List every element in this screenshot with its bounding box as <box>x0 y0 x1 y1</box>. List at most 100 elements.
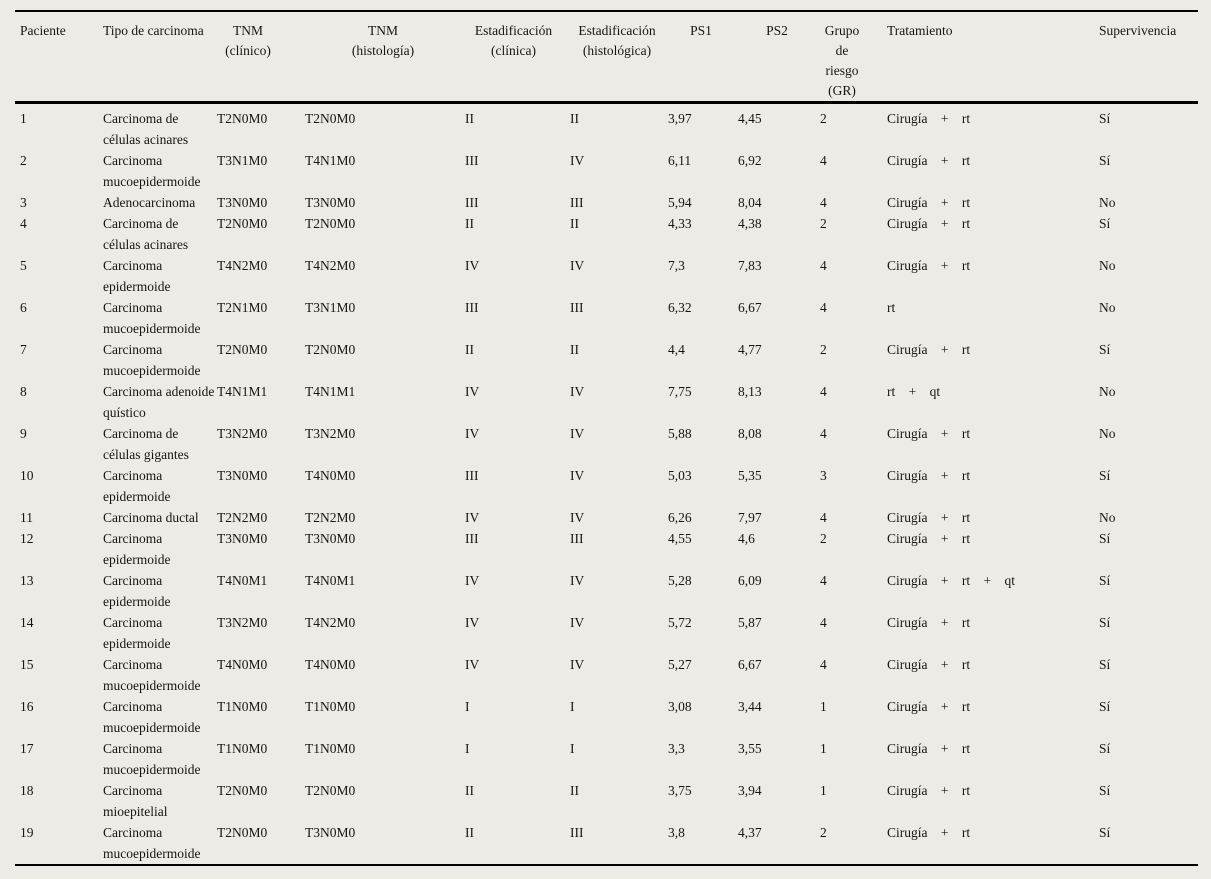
cell-estadif-clinica: IV <box>465 426 480 441</box>
cell-supervivencia: Sí <box>1099 216 1111 231</box>
col-header-ps2-label: PS2 <box>766 23 788 38</box>
cell-paciente: 14 <box>20 615 34 630</box>
col-header-grupo-riesgo-label: Grupo de riesgo (GR) <box>824 23 860 98</box>
cell-ps1: 3,97 <box>668 111 692 126</box>
cell-tratamiento: Cirugía + rt <box>887 216 971 231</box>
cell-paciente: 7 <box>20 342 27 357</box>
cell-paciente: 17 <box>20 741 34 756</box>
cell-ps2: 4,77 <box>738 342 762 357</box>
cell-estadif-histologica: III <box>570 825 584 840</box>
cell-tipo-carcinoma: Carcinoma epidermoide <box>103 531 171 567</box>
cell-tnm-clinico: T4N0M1 <box>217 573 268 588</box>
cell-ps2: 8,08 <box>738 426 762 441</box>
col-header-estadif-clinica-label: Estadificación (clínica) <box>474 23 553 58</box>
cell-grupo-riesgo: 4 <box>820 384 827 399</box>
cell-grupo-riesgo: 2 <box>820 216 827 231</box>
cell-supervivencia: Sí <box>1099 111 1111 126</box>
cell-estadif-clinica: III <box>465 195 479 210</box>
cell-grupo-riesgo: 1 <box>820 699 827 714</box>
cell-paciente: 10 <box>20 468 34 483</box>
cell-ps1: 5,27 <box>668 657 692 672</box>
cell-supervivencia: Sí <box>1099 657 1111 672</box>
cell-tnm-histologia: T4N1M0 <box>305 153 356 168</box>
cell-grupo-riesgo: 4 <box>820 510 827 525</box>
cell-ps2: 5,87 <box>738 615 762 630</box>
cell-ps1: 3,8 <box>668 825 685 840</box>
cell-tipo-carcinoma: Carcinoma de células gigantes <box>103 426 189 462</box>
cell-estadif-histologica: IV <box>570 384 585 399</box>
cell-paciente: 16 <box>20 699 34 714</box>
cell-tipo-carcinoma: Carcinoma mucoepidermoide <box>103 300 201 336</box>
cell-tnm-histologia: T2N0M0 <box>305 111 356 126</box>
cell-ps1: 3,75 <box>668 783 692 798</box>
cell-tnm-clinico: T2N1M0 <box>217 300 268 315</box>
col-header-estadif-histologica-label: Estadificación (histológica) <box>578 23 656 58</box>
patient-row: 19 Carcinoma mucoepidermoide T2N0M0 T3N0… <box>15 822 1198 865</box>
cell-estadif-clinica: IV <box>465 510 480 525</box>
col-header-supervivencia-label: Supervivencia <box>1099 23 1177 38</box>
cell-paciente: 5 <box>20 258 27 273</box>
cell-tipo-carcinoma: Carcinoma de células acinares <box>103 111 189 147</box>
cell-estadif-histologica: II <box>570 111 579 126</box>
cell-ps1: 4,4 <box>668 342 685 357</box>
cell-tnm-clinico: T2N2M0 <box>217 510 268 525</box>
cell-estadif-histologica: II <box>570 216 579 231</box>
cell-grupo-riesgo: 4 <box>820 657 827 672</box>
col-header-tratamiento-label: Tratamiento <box>887 23 953 38</box>
cell-ps1: 4,33 <box>668 216 692 231</box>
cell-tnm-clinico: T3N0M0 <box>217 531 268 546</box>
patient-row: 4 Carcinoma de células acinares T2N0M0 T… <box>15 213 1198 255</box>
col-header-tnm-clinico: TNM (clínico) <box>215 11 303 104</box>
cell-tipo-carcinoma: Carcinoma adenoide quístico <box>103 384 215 420</box>
cell-tnm-clinico: T1N0M0 <box>217 699 268 714</box>
cell-tnm-histologia: T1N0M0 <box>305 699 356 714</box>
cell-estadif-histologica: IV <box>570 258 585 273</box>
cell-paciente: 2 <box>20 153 27 168</box>
cell-tratamiento: Cirugía + rt <box>887 258 971 273</box>
cell-tnm-histologia: T3N1M0 <box>305 300 356 315</box>
cell-estadif-clinica: IV <box>465 384 480 399</box>
cell-supervivencia: Sí <box>1099 741 1111 756</box>
cell-ps1: 6,11 <box>668 153 692 168</box>
cell-paciente: 9 <box>20 426 27 441</box>
cell-estadif-clinica: IV <box>465 258 480 273</box>
cell-tnm-clinico: T2N0M0 <box>217 216 268 231</box>
cell-estadif-histologica: II <box>570 342 579 357</box>
cell-tipo-carcinoma: Carcinoma epidermoide <box>103 573 171 609</box>
cell-tipo-carcinoma: Carcinoma epidermoide <box>103 468 171 504</box>
cell-tnm-clinico: T1N0M0 <box>217 741 268 756</box>
patient-row: 5 Carcinoma epidermoide T4N2M0 T4N2M0 IV… <box>15 255 1198 297</box>
cell-tratamiento: Cirugía + rt <box>887 426 971 441</box>
cell-estadif-clinica: IV <box>465 615 480 630</box>
cell-grupo-riesgo: 2 <box>820 342 827 357</box>
cell-tnm-histologia: T2N0M0 <box>305 216 356 231</box>
cell-tnm-histologia: T4N0M0 <box>305 657 356 672</box>
cell-ps2: 6,92 <box>738 153 762 168</box>
cell-ps2: 3,55 <box>738 741 762 756</box>
cell-tipo-carcinoma: Carcinoma mioepitelial <box>103 783 168 819</box>
patient-row: 1 Carcinoma de células acinares T2N0M0 T… <box>15 103 1198 151</box>
cell-tipo-carcinoma: Carcinoma de células acinares <box>103 216 189 252</box>
cell-tnm-clinico: T3N1M0 <box>217 153 268 168</box>
cell-ps1: 7,3 <box>668 258 685 273</box>
cell-grupo-riesgo: 4 <box>820 426 827 441</box>
patient-row: 12 Carcinoma epidermoide T3N0M0 T3N0M0 I… <box>15 528 1198 570</box>
cell-tratamiento: Cirugía + rt <box>887 531 971 546</box>
cell-tnm-histologia: T3N0M0 <box>305 531 356 546</box>
cell-tnm-clinico: T4N1M1 <box>217 384 268 399</box>
cell-grupo-riesgo: 4 <box>820 195 827 210</box>
cell-tratamiento: Cirugía + rt <box>887 657 971 672</box>
cell-tnm-histologia: T3N0M0 <box>305 825 356 840</box>
cell-tnm-clinico: T3N2M0 <box>217 615 268 630</box>
cell-tipo-carcinoma: Carcinoma ductal <box>103 510 199 525</box>
patients-table-header: Paciente Tipo de carcinoma TNM (clínico)… <box>15 11 1198 104</box>
cell-paciente: 3 <box>20 195 27 210</box>
cell-tratamiento: Cirugía + rt <box>887 468 971 483</box>
cell-grupo-riesgo: 2 <box>820 825 827 840</box>
cell-tnm-clinico: T4N2M0 <box>217 258 268 273</box>
patient-row: 9 Carcinoma de células gigantes T3N2M0 T… <box>15 423 1198 465</box>
cell-tratamiento: Cirugía + rt <box>887 783 971 798</box>
col-header-tipo-carcinoma-label: Tipo de carcinoma <box>103 23 204 38</box>
cell-ps2: 4,6 <box>738 531 755 546</box>
cell-estadif-histologica: IV <box>570 573 585 588</box>
